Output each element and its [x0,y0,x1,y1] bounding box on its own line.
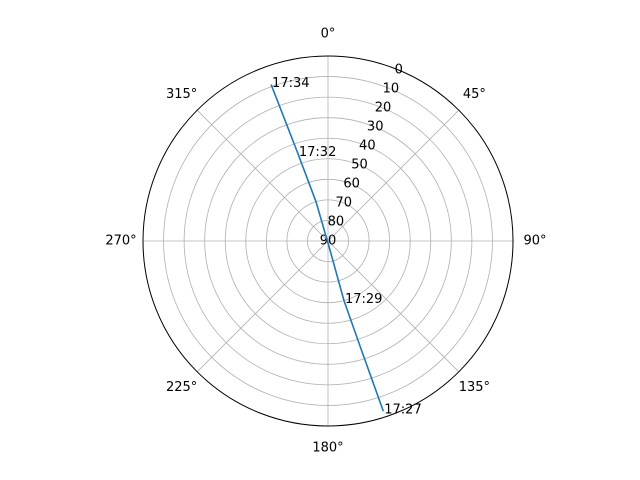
radial-tick-label: 0 [395,63,403,78]
radial-tick-label: 20 [375,101,392,116]
theta-tick-label: 90° [523,234,546,249]
time-annotation: 17:27 [384,403,421,418]
radial-tick-label: 70 [335,196,352,211]
series-layer [270,84,385,412]
radial-tick-label: 40 [359,139,376,154]
radial-tick-label: 30 [367,120,384,135]
angular-gridline [196,240,329,373]
theta-tick-label: 270° [105,234,136,249]
series-line [270,84,385,412]
polar-frame [142,55,514,427]
theta-tick-label: 0° [321,27,336,42]
annotations: 17:27 17:29 17:32 17:34 [272,76,422,418]
time-annotation: 17:34 [272,76,309,91]
radial-tick-label: 80 [328,215,345,230]
polar-grid [143,56,513,426]
angular-gridline [327,240,460,373]
radial-tick-label: 60 [343,177,360,192]
theta-tick-label: 180° [312,441,343,456]
theta-tick-labels: 0° 45° 90° 135° 180° 225° 270° 315° [105,27,546,456]
theta-tick-label: 315° [166,87,197,102]
theta-tick-label: 45° [463,87,486,102]
polar-outline [142,55,514,427]
time-annotation: 17:29 [345,292,382,307]
theta-tick-label: 225° [166,380,197,395]
angular-gridline [196,109,329,242]
theta-tick-label: 135° [459,380,490,395]
angular-gridline [327,109,460,242]
time-annotation: 17:32 [299,145,336,160]
radial-tick-label: 50 [351,158,368,173]
radial-tick-label: 10 [383,82,400,97]
